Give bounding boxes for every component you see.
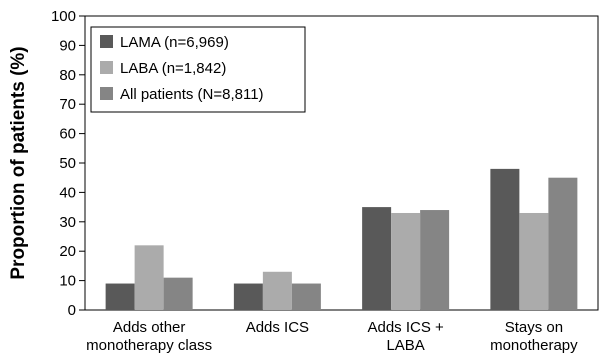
bar-3-3	[420, 210, 450, 310]
legend-label: LAMA (n=6,969)	[120, 34, 229, 51]
legend-swatch	[100, 61, 113, 74]
y-tick-label: 100	[51, 8, 76, 25]
legend-label: All patients (N=8,811)	[120, 86, 264, 103]
y-tick-label: 90	[59, 37, 76, 54]
y-tick-label: 80	[59, 67, 76, 84]
y-tick-label: 20	[59, 243, 76, 260]
bar-2-3	[391, 212, 421, 310]
bar-2-4	[519, 212, 549, 310]
x-category-label: LABA	[386, 337, 424, 354]
bar-1-2	[233, 283, 263, 310]
x-category-label: Adds ICS	[246, 319, 309, 336]
legend-box	[90, 26, 306, 113]
y-tick-label: 60	[59, 126, 76, 143]
y-axis-title: Proportion of patients (%)	[8, 46, 29, 279]
x-category-label: monotherapy class	[86, 337, 212, 354]
legend-label: LABA (n=1,842)	[120, 60, 226, 77]
y-tick-label: 30	[59, 214, 76, 231]
y-tick-label: 0	[68, 302, 76, 319]
legend-swatch	[100, 87, 113, 100]
y-tick-label: 50	[59, 155, 76, 172]
bar-2-2	[262, 271, 292, 310]
x-category-label: Stays on	[505, 319, 563, 336]
x-category-label: Adds ICS +	[367, 319, 444, 336]
x-category-label: Adds other	[113, 319, 186, 336]
x-category-label: monotherapy	[490, 337, 578, 354]
y-tick-label: 40	[59, 184, 76, 201]
y-tick-label: 70	[59, 96, 76, 113]
bar-1-4	[490, 168, 520, 310]
bar-1-1	[105, 283, 135, 310]
bar-3-1	[163, 277, 193, 310]
y-tick-label: 10	[59, 273, 76, 290]
bar-1-3	[362, 207, 392, 310]
bar-2-1	[134, 245, 164, 310]
legend-swatch	[100, 35, 113, 48]
bar-3-4	[548, 177, 578, 310]
bar-3-2	[291, 283, 321, 310]
